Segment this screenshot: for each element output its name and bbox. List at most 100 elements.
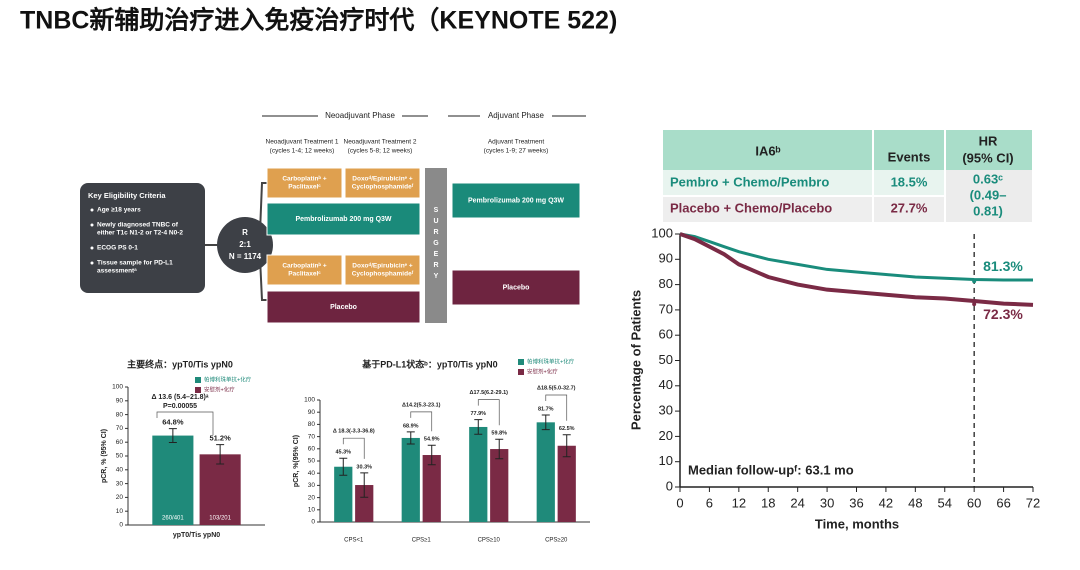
y-tick-label: 70: [308, 433, 316, 440]
y-tick-label: 40: [308, 470, 316, 477]
y-tick-label: 40: [116, 467, 124, 474]
table-header-text: Events: [888, 149, 931, 164]
x-tick-label: 72: [1026, 495, 1040, 510]
column-subtitle: (cycles 5-8; 12 weeks): [348, 148, 413, 155]
phase-label: Neoadjuvant Phase: [325, 111, 395, 120]
chemo-box-text: Paclitaxelᶜ: [288, 184, 321, 191]
value-label: 77.9%: [470, 411, 486, 417]
y-tick-label: 80: [308, 421, 316, 428]
column-subtitle: (cycles 1-9; 27 weeks): [484, 148, 549, 155]
y-tick-label: 90: [308, 409, 316, 416]
bracket: [545, 394, 568, 421]
x-tick-label: 0: [676, 495, 683, 510]
eligibility-item: ECOG PS 0-1: [97, 245, 138, 252]
x-tick-label: 12: [732, 495, 746, 510]
delta-label: Δ 18.3(-3.3-36.8): [333, 429, 375, 435]
bullet: [90, 246, 94, 250]
chemo-box-text: Paclitaxelᶜ: [288, 271, 321, 278]
bullet: [90, 223, 94, 227]
value-label: 30.3%: [356, 464, 372, 470]
bar: [334, 466, 353, 522]
eligibility-item: Age ≥18 years: [97, 207, 141, 214]
chemo-box: [266, 167, 343, 199]
x-tick-label: 60: [967, 495, 981, 510]
y-tick-label: 100: [112, 384, 123, 391]
y-axis-label: pCR, %(95% CI): [293, 435, 300, 487]
error-bar: [406, 431, 415, 445]
bar: [422, 455, 441, 522]
value-label: 45.3%: [335, 450, 351, 456]
table-cell: [945, 170, 1032, 222]
y-tick-label: 50: [116, 453, 124, 460]
y-tick-label: 60: [116, 439, 124, 446]
x-tick-label: ypT0/Tis ypN0: [173, 532, 220, 539]
legend-swatch: [518, 369, 524, 375]
eligibility-box: [80, 183, 205, 293]
delta-label: Δ18.5(5.0-32.7): [537, 385, 576, 391]
y-tick-label: 100: [651, 225, 673, 240]
y-tick-label: 100: [304, 397, 315, 404]
y-tick-label: 10: [116, 508, 124, 515]
y-tick-label: 0: [666, 478, 673, 493]
table-header-text: (95% CI): [962, 150, 1013, 165]
legend-swatch: [195, 377, 201, 383]
surgery-letter: R: [433, 229, 438, 236]
y-axis-label: pCR, % (95% CI): [101, 429, 108, 483]
randomization-text: N = 1174: [229, 252, 262, 261]
table-cell-text: 27.7%: [891, 200, 928, 215]
value-label: 51.2%: [209, 434, 231, 443]
y-tick-label: 50: [659, 352, 673, 367]
y-tick-label: 90: [116, 398, 124, 405]
landmark-point: [972, 279, 977, 284]
error-bar: [216, 444, 225, 465]
chemo-box-text: Doxoᵈ/Epirubicinᵉ +: [352, 263, 413, 270]
chemo-box-text: Carboplatinᵇ +: [282, 176, 326, 183]
y-tick-label: 70: [116, 425, 124, 432]
error-bar: [339, 457, 348, 476]
x-tick-label: 18: [761, 495, 775, 510]
y-tick-label: 60: [659, 327, 673, 342]
table-header-text: HR: [979, 133, 998, 148]
note: Median follow-upᶠ: 63.1 mo: [688, 462, 854, 477]
y-tick-label: 20: [116, 494, 124, 501]
placebo-box: [266, 290, 421, 324]
table-cell-text: Placebo + Chemo/Placebo: [670, 200, 832, 215]
bracket: [156, 411, 214, 435]
error-bar: [168, 428, 177, 443]
survival-curve: [679, 232, 1033, 282]
surgery-letter: S: [434, 207, 439, 214]
phase-label: Adjuvant Phase: [488, 111, 545, 120]
landmark-point: [972, 302, 977, 307]
adjuvant-placebo-box: [451, 269, 581, 306]
bracket: [342, 437, 365, 459]
x-tick-label: 36: [849, 495, 863, 510]
x-tick-label: 24: [790, 495, 804, 510]
p-value-label: P=0.00055: [163, 403, 197, 410]
legend-label: 帕博利珠单抗+化疗: [527, 357, 575, 365]
y-tick-label: 10: [308, 507, 316, 514]
error-bar: [427, 444, 436, 466]
eligibility-item: assessmentᵃ: [97, 268, 137, 275]
x-tick-label: CPS<1: [344, 538, 364, 544]
value-label: 62.5%: [559, 426, 575, 432]
x-axis-label: Time, months: [815, 516, 899, 531]
phase-label-bg: [480, 109, 552, 123]
bar: [490, 449, 509, 522]
eligibility-item: Newly diagnosed TNBC of: [97, 222, 179, 229]
value-label: 81.7%: [538, 406, 554, 412]
chemo-box: [344, 254, 421, 286]
chart-title: 基于PD-L1状态ᵇ：ypT0/Tis ypN0: [361, 358, 497, 369]
x-tick-label: CPS≥20: [545, 538, 568, 544]
adjuvant-pembro-box: [451, 182, 581, 219]
eligibility-item: Tissue sample for PD-L1: [97, 260, 173, 267]
inner-label: 103/201: [209, 516, 231, 522]
randomization-text: R: [242, 228, 248, 237]
table-cell-text: 18.5%: [891, 174, 928, 189]
bracket: [477, 399, 500, 426]
bar: [401, 437, 420, 522]
hr-text: (0.49–: [970, 187, 1007, 202]
bullet: [90, 208, 94, 212]
value-label: 64.8%: [162, 418, 184, 427]
y-tick-label: 20: [659, 428, 673, 443]
